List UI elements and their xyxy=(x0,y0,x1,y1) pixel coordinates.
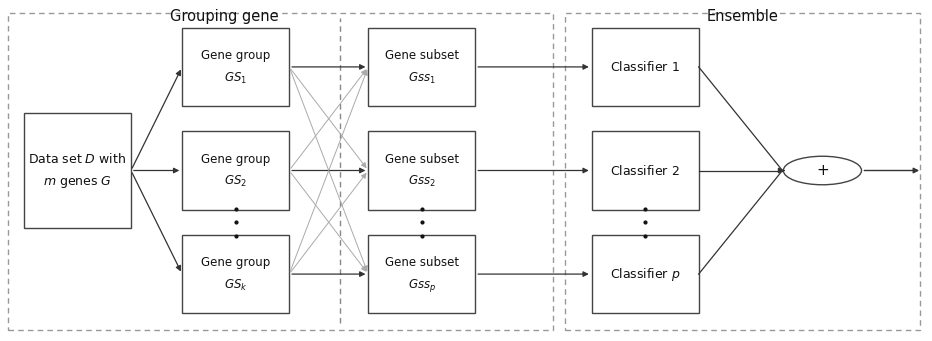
Text: +: + xyxy=(816,163,829,178)
Text: Gene group: Gene group xyxy=(201,153,270,166)
Text: Classifier $\it{1}$: Classifier $\it{1}$ xyxy=(610,60,680,74)
Text: Classifier $\it{p}$: Classifier $\it{p}$ xyxy=(610,266,680,283)
Bar xyxy=(592,235,699,313)
Bar xyxy=(368,235,475,313)
Circle shape xyxy=(783,156,861,185)
Bar xyxy=(24,113,131,228)
Text: Ensemble: Ensemble xyxy=(706,9,778,24)
Text: $Gss_1$: $Gss_1$ xyxy=(408,71,436,86)
Text: Gene group: Gene group xyxy=(201,49,270,62)
Text: Gene subset: Gene subset xyxy=(385,256,459,269)
Bar xyxy=(368,131,475,210)
Text: Grouping gene: Grouping gene xyxy=(170,9,279,24)
Text: Data set $D$ with: Data set $D$ with xyxy=(29,152,127,166)
Bar xyxy=(182,28,289,106)
Text: Gene subset: Gene subset xyxy=(385,153,459,166)
Bar xyxy=(565,13,920,330)
Text: Gene subset: Gene subset xyxy=(385,49,459,62)
Text: Gene group: Gene group xyxy=(201,256,270,269)
Bar xyxy=(182,131,289,210)
Text: Classifier $\it{2}$: Classifier $\it{2}$ xyxy=(610,163,680,178)
Text: $GS_2$: $GS_2$ xyxy=(225,174,247,189)
Bar xyxy=(182,235,289,313)
Text: $Gss_p$: $Gss_p$ xyxy=(407,277,436,294)
Text: $GS_k$: $GS_k$ xyxy=(224,278,248,293)
Text: $m$ genes $G$: $m$ genes $G$ xyxy=(43,174,112,190)
Bar xyxy=(8,13,553,330)
Text: $Gss_2$: $Gss_2$ xyxy=(408,174,435,189)
Bar xyxy=(592,131,699,210)
Bar xyxy=(592,28,699,106)
Text: $GS_1$: $GS_1$ xyxy=(225,71,247,86)
Bar xyxy=(368,28,475,106)
